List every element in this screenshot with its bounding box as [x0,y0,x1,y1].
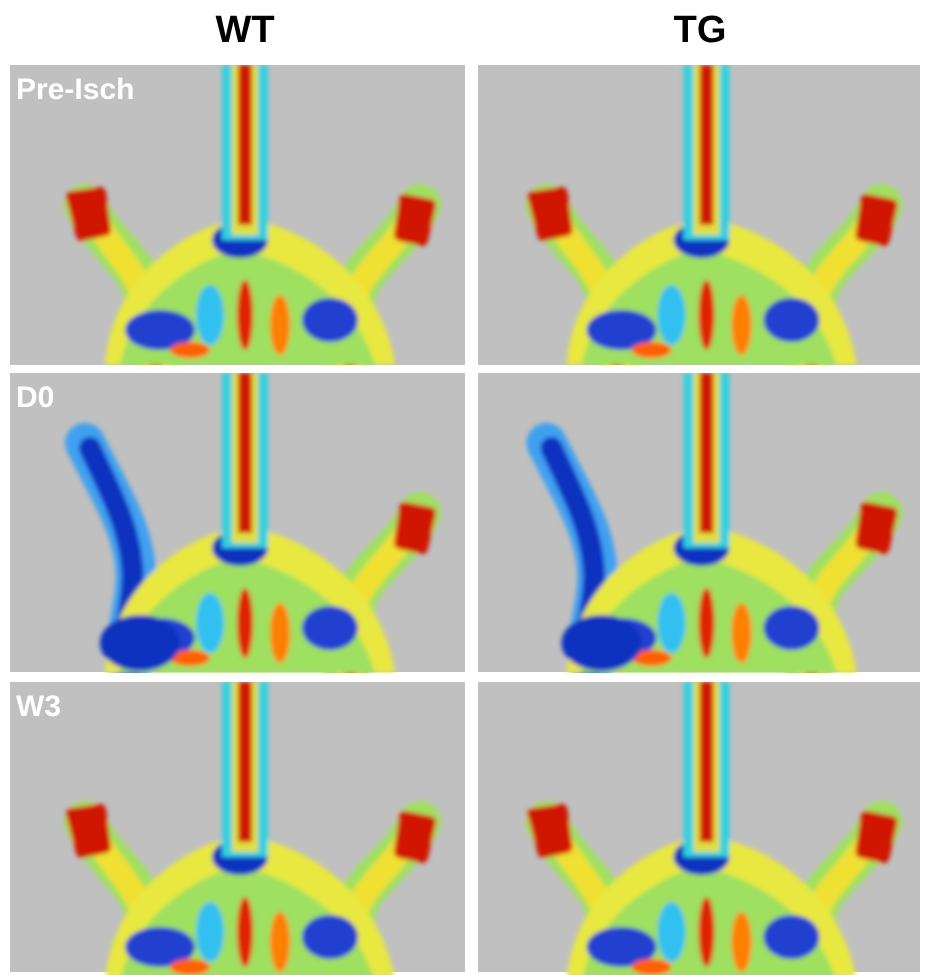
perfusion-image [478,373,920,673]
perfusion-image: D0 [10,373,465,673]
row-label: D0 [16,381,54,414]
perfusion-image [478,65,920,365]
column-header: TG [674,9,727,51]
perfusion-image [478,682,920,975]
panel-grid: Pre-Isch D0 W3 [10,65,920,975]
perfusion-image: Pre-Isch [10,65,465,365]
column-header: WT [215,9,274,51]
perfusion-image: W3 [10,682,465,975]
figure: WT TG Pre-Isch D0 W3 [0,0,927,975]
row-label: Pre-Isch [16,73,134,106]
row-label: W3 [16,690,61,723]
